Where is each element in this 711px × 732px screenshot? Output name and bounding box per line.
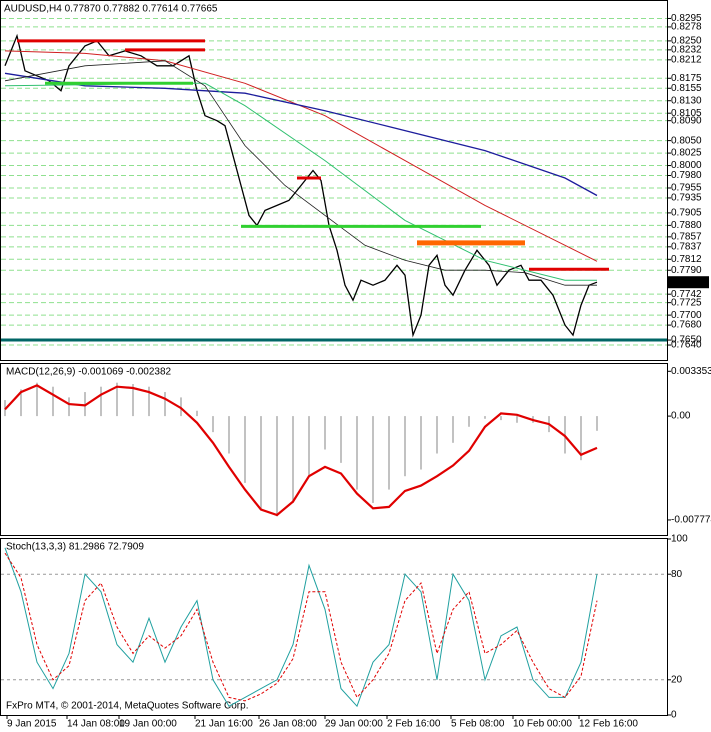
x-tick-label: 5 Feb 08:00 (451, 719, 505, 730)
y-tick-label: 0.8278 (671, 22, 702, 33)
y-tick-label: 0.8105 (671, 108, 702, 119)
x-tick-label: 12 Feb 16:00 (579, 719, 638, 730)
histogram-bar (308, 416, 310, 477)
y-tick-label: 0.7790 (671, 265, 702, 276)
x-tick-label: 19 Jan 00:00 (119, 719, 177, 730)
y-tick-label: 0.7812 (671, 254, 702, 265)
y-tick-label: 0 (671, 710, 677, 721)
histogram-bar (340, 416, 342, 463)
y-tick-label: 0.8232 (671, 45, 702, 56)
y-tick-label: 0.7725 (671, 297, 702, 308)
y-tick-label: 0.7680 (671, 320, 702, 331)
y-tick-label: 0.003353 (671, 366, 711, 377)
series-line (4, 60, 597, 286)
price-panel (0, 0, 668, 361)
macd-panel (0, 363, 668, 536)
histogram-bar (180, 397, 182, 417)
y-tick-label: 0.7837 (671, 241, 702, 252)
y-tick-label: 0.8000 (671, 160, 702, 171)
y-tick-label: 0.00 (671, 411, 691, 422)
y-tick-label: 20 (671, 674, 683, 685)
last-price-label: 0.7766 (671, 277, 702, 288)
x-tick-label: 29 Jan 00:00 (325, 719, 383, 730)
footer: FxPro MT4, © 2001-2014, MetaQuotes Softw… (6, 701, 248, 712)
histogram-bar (516, 416, 518, 423)
y-tick-label: 0.7905 (671, 208, 702, 219)
histogram-bar (388, 416, 390, 490)
histogram-bar (436, 416, 438, 454)
histogram-bar (404, 416, 406, 477)
stoch-title: Stoch(13,3,3) 81.2986 72.7909 (6, 542, 144, 553)
histogram-bar (292, 416, 294, 503)
series-line (4, 50, 598, 262)
series-line (4, 547, 598, 708)
histogram-bar (260, 416, 262, 510)
y-tick-label: 0.8130 (671, 95, 702, 106)
histogram-bar (500, 416, 502, 421)
histogram-bar (212, 416, 214, 433)
y-tick-label: 0.8025 (671, 148, 702, 159)
y-tick-label: 0.8090 (671, 115, 702, 126)
histogram-bar (596, 416, 598, 431)
x-tick-label: 14 Jan 08:00 (67, 719, 125, 730)
y-tick-label: 0.7650 (671, 335, 702, 346)
y-tick-label: 0.7935 (671, 193, 702, 204)
histogram-bar (244, 416, 246, 483)
histogram-bar (164, 392, 166, 417)
histogram-bar (132, 384, 134, 417)
price-title: AUDUSD,H4 0.77870 0.77882 0.77614 0.7766… (4, 4, 218, 15)
y-tick-label: 0.8175 (671, 73, 702, 84)
y-tick-label: 0.8295 (671, 13, 702, 24)
histogram-bar (148, 386, 150, 417)
y-tick-label: 0.7742 (671, 289, 702, 300)
y-tick-label: 0.7700 (671, 310, 702, 321)
y-tick-label: 0.8050 (671, 135, 702, 146)
series-line (4, 72, 598, 197)
histogram-bar (20, 389, 22, 417)
y-tick-label: 0.7980 (671, 170, 702, 181)
histogram-bar (36, 382, 38, 417)
histogram-bar (580, 416, 582, 461)
histogram-bar (116, 382, 118, 417)
y-tick-label: 100 (671, 534, 688, 545)
y-tick-label: 0.8250 (671, 36, 702, 47)
histogram-bar (372, 416, 374, 503)
histogram-bar (228, 416, 230, 454)
y-tick-label: 0.8212 (671, 54, 702, 65)
x-tick-label: 26 Jan 08:00 (259, 719, 317, 730)
x-tick-label: 2 Feb 16:00 (387, 719, 441, 730)
histogram-bar (452, 416, 454, 443)
y-tick-label: -0.007774 (671, 515, 711, 526)
histogram-bar (324, 416, 326, 450)
x-tick-label: 10 Feb 00:00 (513, 719, 572, 730)
histogram-bar (100, 386, 102, 417)
stoch-panel (0, 538, 668, 716)
x-tick-label: 9 Jan 2015 (7, 719, 57, 730)
histogram-bar (52, 386, 54, 417)
x-tick-label: 21 Jan 16:00 (195, 719, 253, 730)
histogram-bar (68, 397, 70, 417)
histogram-bar (484, 416, 486, 419)
histogram-bar (420, 416, 422, 470)
series-line (4, 33, 598, 338)
series-line (4, 552, 598, 702)
y-tick-label: 0.7857 (671, 231, 702, 242)
histogram-bar (356, 416, 358, 490)
y-tick-label: 0.7640 (671, 340, 702, 351)
macd-title: MACD(12,26,9) -0.001069 -0.002382 (6, 367, 172, 378)
y-tick-label: 0.7880 (671, 220, 702, 231)
histogram-bar (276, 416, 278, 517)
histogram-bar (196, 410, 198, 417)
y-tick-label: 80 (671, 569, 683, 580)
y-tick-label: 0.7955 (671, 183, 702, 194)
signal-line (4, 384, 598, 517)
last-price-box (667, 276, 709, 289)
histogram-bar (468, 416, 470, 427)
y-tick-label: 0.8155 (671, 83, 702, 94)
